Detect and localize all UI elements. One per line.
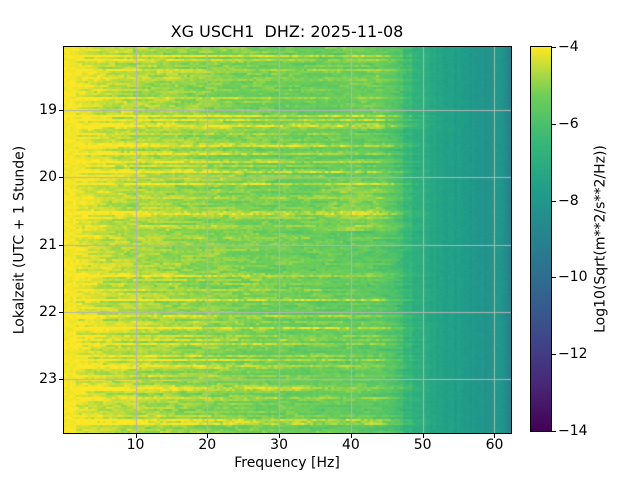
x-tick-label: 20 (198, 437, 217, 453)
y-axis-label: Lokalzeit (UTC + 1 Stunde) (11, 145, 28, 335)
y-tick-label: 19 (39, 102, 57, 118)
plot-frame (63, 46, 512, 434)
x-tick-label: 60 (485, 437, 504, 453)
colorbar-tick-mark (552, 124, 556, 125)
colorbar-tick-mark (552, 354, 556, 355)
y-tick-label: 21 (39, 236, 57, 253)
x-tick-label: 40 (341, 437, 360, 453)
y-tick-mark (59, 177, 63, 178)
colorbar-label: Log10(Sqrt(m**2/s**2/Hz)) (592, 145, 609, 333)
colorbar (530, 46, 552, 432)
colorbar-tick-label: −14 (558, 423, 588, 439)
x-tick-mark (494, 434, 495, 438)
y-tick-label: 23 (39, 371, 57, 388)
colorbar-tick-mark (552, 431, 556, 432)
colorbar-tick-label: −10 (558, 269, 588, 286)
colorbar-tick-label: −6 (558, 115, 579, 132)
y-tick-label: 22 (39, 303, 57, 320)
colorbar-tick-mark (552, 47, 556, 48)
colorbar-tick-mark (552, 201, 556, 202)
x-tick-mark (136, 434, 137, 438)
x-tick-label: 50 (413, 437, 432, 453)
y-tick-mark (59, 312, 63, 313)
x-tick-label: 10 (126, 437, 145, 453)
colorbar-tick-mark (552, 277, 556, 278)
x-axis-label: Frequency [Hz] (234, 455, 340, 471)
colorbar-gradient (531, 47, 551, 431)
colorbar-tick-label: −8 (558, 192, 579, 209)
x-tick-mark (207, 434, 208, 438)
y-tick-mark (59, 110, 63, 111)
y-tick-mark (59, 245, 63, 246)
y-tick-label: 20 (39, 169, 57, 186)
colorbar-tick-label: −4 (558, 39, 579, 55)
x-tick-mark (351, 434, 352, 438)
plot-title: XG USCH1 DHZ: 2025-11-08 (170, 22, 404, 41)
x-tick-label: 30 (270, 437, 289, 453)
x-tick-mark (279, 434, 280, 438)
spectrogram-canvas (64, 47, 511, 433)
x-tick-mark (423, 434, 424, 438)
y-tick-mark (59, 379, 63, 380)
colorbar-tick-label: −12 (558, 346, 588, 363)
